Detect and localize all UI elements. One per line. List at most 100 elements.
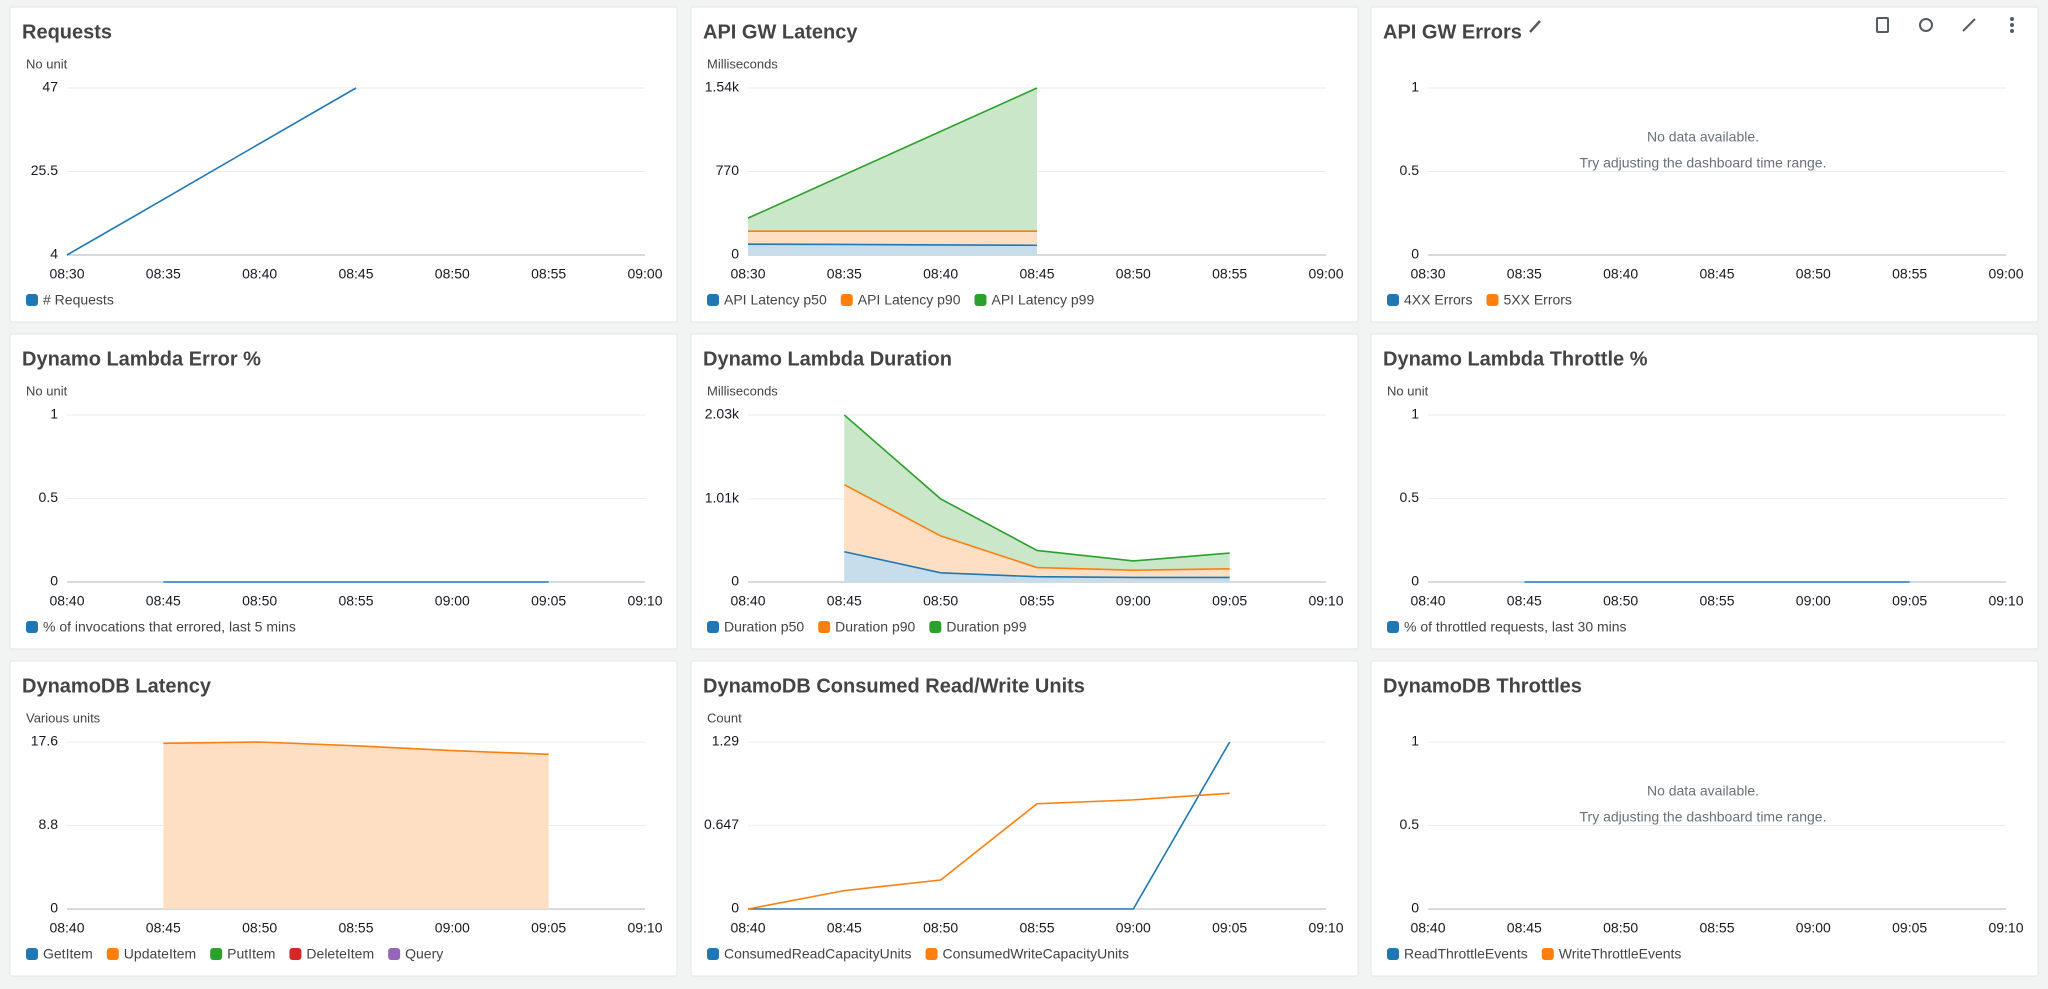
legend-swatch[interactable] [974, 294, 987, 306]
y-tick-label: 1 [1411, 79, 1419, 95]
chart-title: DynamoDB Throttles [1383, 675, 1582, 697]
legend-swatch[interactable] [818, 621, 831, 633]
x-tick-label: 09:00 [1988, 266, 2023, 282]
no-data-message: No data available. [1647, 129, 1759, 145]
x-tick-label: 08:45 [1699, 266, 1734, 282]
x-tick-label: 08:45 [338, 266, 373, 282]
chart-title: Dynamo Lambda Duration [703, 348, 952, 370]
x-tick-label: 09:00 [435, 920, 470, 936]
x-tick-label: 08:40 [730, 920, 765, 936]
legend-swatch[interactable] [26, 948, 38, 960]
y-tick-label: 1.29 [712, 733, 739, 749]
legend-label[interactable]: API Latency p99 [992, 292, 1095, 308]
series-line [844, 550, 1230, 579]
x-tick-label: 09:10 [1308, 920, 1343, 936]
legend-label[interactable]: PutItem [227, 946, 275, 962]
x-tick-label: 08:50 [923, 593, 958, 609]
legend-label[interactable]: % of invocations that errored, last 5 mi… [43, 619, 296, 635]
legend-swatch[interactable] [106, 948, 119, 960]
legend-swatch[interactable] [210, 948, 223, 960]
y-tick-label: 1 [1411, 733, 1419, 749]
legend-swatch[interactable] [707, 294, 719, 306]
legend-label[interactable]: 4XX Errors [1404, 292, 1472, 308]
legend-label[interactable]: 5XX Errors [1503, 292, 1571, 308]
x-tick-label: 08:45 [146, 920, 181, 936]
x-tick-label: 08:45 [146, 593, 181, 609]
unit-label: Milliseconds [707, 56, 778, 71]
legend-label[interactable]: ConsumedReadCapacityUnits [724, 946, 912, 962]
legend-label[interactable]: GetItem [43, 946, 93, 962]
legend-swatch[interactable] [707, 948, 719, 960]
x-tick-label: 08:55 [1019, 920, 1054, 936]
y-tick-label: 0 [1411, 573, 1419, 589]
legend-label[interactable]: WriteThrottleEvents [1559, 946, 1682, 962]
x-tick-label: 09:10 [627, 920, 662, 936]
panel [9, 6, 678, 323]
x-tick-label: 08:45 [1507, 593, 1542, 609]
unit-label: Milliseconds [707, 383, 778, 398]
y-tick-label: 0 [731, 246, 739, 262]
x-tick-label: 08:50 [1796, 266, 1831, 282]
x-tick-label: 08:45 [1019, 266, 1054, 282]
series-line [747, 243, 1038, 247]
y-tick-label: 0 [50, 900, 58, 916]
legend-swatch[interactable] [1387, 294, 1399, 306]
y-tick-label: 25.5 [31, 162, 58, 178]
x-tick-label: 09:00 [1796, 593, 1831, 609]
y-tick-label: 770 [716, 162, 740, 178]
x-tick-label: 08:40 [1410, 593, 1445, 609]
y-tick-label: 0.5 [1400, 489, 1420, 505]
legend-label[interactable]: UpdateItem [124, 946, 196, 962]
y-tick-label: 2.03k [705, 406, 740, 422]
legend-swatch[interactable] [925, 948, 938, 960]
legend-swatch[interactable] [1486, 294, 1499, 306]
legend-label[interactable]: API Latency p90 [858, 292, 961, 308]
legend-swatch[interactable] [1387, 621, 1399, 633]
x-tick-label: 09:00 [1116, 593, 1151, 609]
legend-label[interactable]: Duration p99 [946, 619, 1026, 635]
legend-swatch[interactable] [289, 948, 302, 960]
area-fill [844, 551, 1230, 582]
y-tick-label: 0 [1411, 246, 1419, 262]
x-tick-label: 09:05 [531, 920, 566, 936]
y-tick-label: 47 [42, 79, 58, 95]
legend-label[interactable]: Duration p90 [835, 619, 915, 635]
x-tick-label: 08:55 [1892, 266, 1927, 282]
legend-label[interactable]: ReadThrottleEvents [1404, 946, 1528, 962]
x-tick-label: 09:05 [531, 593, 566, 609]
x-tick-label: 09:05 [1892, 920, 1927, 936]
x-tick-label: 09:10 [1988, 593, 2023, 609]
chart-title: Requests [22, 21, 112, 43]
legend-label[interactable]: DeleteItem [306, 946, 374, 962]
x-tick-label: 08:55 [338, 920, 373, 936]
legend-swatch[interactable] [707, 621, 719, 633]
y-tick-label: 0 [1411, 900, 1419, 916]
x-tick-label: 08:30 [1410, 266, 1445, 282]
legend-swatch[interactable] [26, 621, 38, 633]
legend-label[interactable]: API Latency p50 [724, 292, 827, 308]
x-tick-label: 08:40 [1603, 266, 1638, 282]
y-tick-label: 0 [731, 900, 739, 916]
legend-label[interactable]: # Requests [43, 292, 114, 308]
area-fill [163, 742, 549, 909]
legend-swatch[interactable] [388, 948, 401, 960]
area-fill [748, 244, 1037, 255]
panel [1370, 333, 2039, 650]
legend-label[interactable]: Query [405, 946, 443, 962]
legend-swatch[interactable] [1387, 948, 1399, 960]
x-tick-label: 09:05 [1212, 920, 1247, 936]
legend-label[interactable]: Duration p50 [724, 619, 804, 635]
legend-swatch[interactable] [929, 621, 942, 633]
legend-swatch[interactable] [26, 294, 38, 306]
unit-label: Count [707, 710, 742, 725]
legend-label[interactable]: % of throttled requests, last 30 mins [1404, 619, 1627, 635]
legend-swatch[interactable] [1541, 948, 1554, 960]
chart-title: API GW Latency [703, 21, 858, 43]
x-tick-label: 08:55 [531, 266, 566, 282]
y-tick-label: 0.647 [704, 816, 739, 832]
y-tick-label: 0.5 [1400, 162, 1420, 178]
series-line [748, 741, 1231, 910]
legend-label[interactable]: ConsumedWriteCapacityUnits [943, 946, 1129, 962]
no-data-message: No data available. [1647, 783, 1759, 799]
legend-swatch[interactable] [840, 294, 853, 306]
